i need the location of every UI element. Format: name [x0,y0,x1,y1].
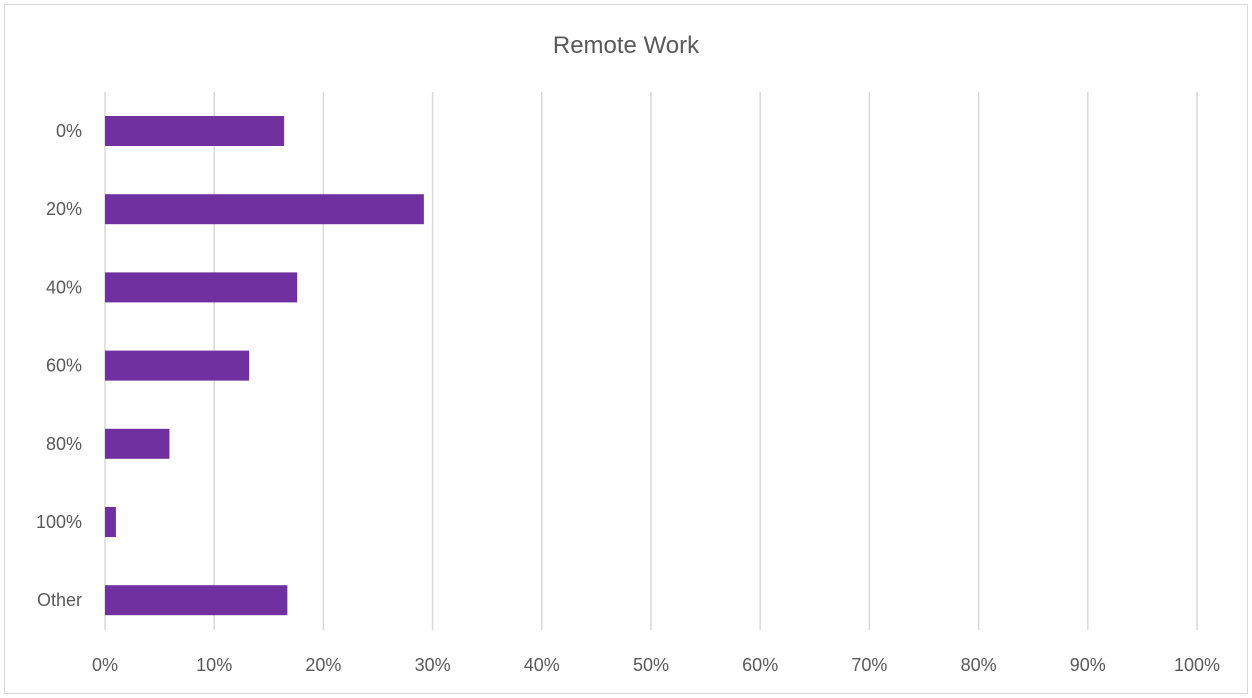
category-label: 60% [46,356,82,376]
x-tick-label: 70% [851,655,887,675]
bar [105,116,285,146]
category-labels: 0% 20% 40% 60% 80% 100% Other [36,121,82,610]
x-tick-label: 100% [1174,655,1220,675]
bar [105,507,116,537]
x-tick-label: 0% [92,655,118,675]
bar [105,428,170,459]
x-tick-label: 50% [633,655,669,675]
x-tick-label: 90% [1070,655,1106,675]
x-tick-label: 80% [961,655,997,675]
category-label: 0% [56,121,82,141]
x-tick-label: 30% [415,655,451,675]
bars [105,116,424,616]
bar [105,194,424,225]
category-label: 20% [46,199,82,219]
x-tick-label: 20% [305,655,341,675]
x-tick-label: 60% [742,655,778,675]
category-label: 100% [36,512,82,532]
bar [105,585,288,616]
x-tick-label: 10% [196,655,232,675]
category-label: 80% [46,434,82,454]
x-axis-tick-labels: 0% 10% 20% 30% 40% 50% 60% 70% 80% 90% 100% [92,655,1220,675]
chart-title: Remote Work [553,32,700,59]
gridlines [104,92,1198,630]
x-tick-label: 40% [524,655,560,675]
bar [105,272,298,303]
bar [105,350,250,381]
category-label: Other [37,590,82,610]
category-label: 40% [46,277,82,297]
